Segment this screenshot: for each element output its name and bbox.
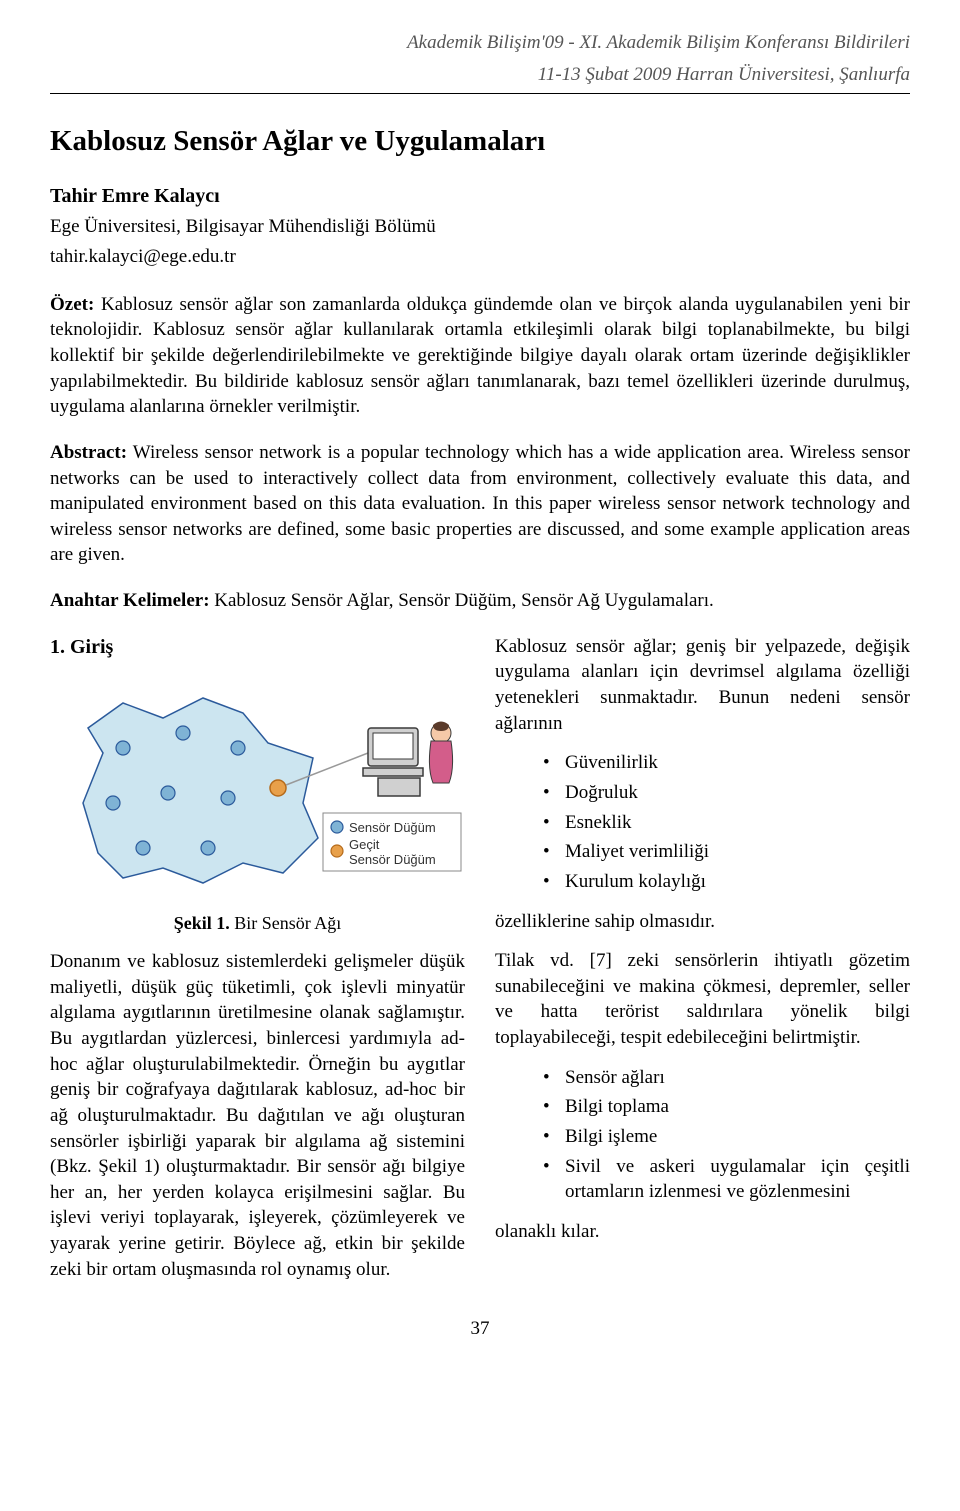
legend-gateway-label2: Sensör Düğüm [349, 852, 436, 867]
right-intro: Kablosuz sensör ağlar; geniş bir yelpaze… [495, 634, 910, 737]
list-item: Maliyet verimliliği [543, 839, 910, 865]
abstract-text: Wireless sensor network is a popular tec… [50, 442, 910, 566]
gateway-node [270, 780, 286, 796]
section-1-heading: 1. Giriş [50, 634, 465, 661]
abstract-block: Abstract: Wireless sensor network is a p… [50, 440, 910, 568]
keywords-text: Kablosuz Sensör Ağlar, Sensör Düğüm, Sen… [210, 590, 714, 611]
list-item: Kurulum kolaylığı [543, 869, 910, 895]
affiliation: Ege Üniversitesi, Bilgisayar Mühendisliğ… [50, 214, 910, 240]
ozet-block: Özet: Kablosuz sensör ağlar son zamanlar… [50, 292, 910, 420]
header-meta-line2: 11-13 Şubat 2009 Harran Üniversitesi, Şa… [50, 62, 910, 88]
figure-1: Sensör Düğüm Geçit Sensör Düğüm Şekil 1.… [50, 673, 465, 935]
right-para-2: özelliklerine sahip olmasıdır. [495, 909, 910, 935]
left-paragraph: Donanım ve kablosuz sistemlerdeki gelişm… [50, 949, 465, 1282]
two-column-layout: 1. Giriş [50, 634, 910, 1297]
abstract-label: Abstract: [50, 442, 127, 463]
list-item: Sensör ağları [543, 1065, 910, 1091]
list-item: Bilgi toplama [543, 1094, 910, 1120]
workstation-icon [363, 728, 423, 796]
author-name: Tahir Emre Kalaycı [50, 183, 910, 210]
right-para-3: Tilak vd. [7] zeki sensörlerin ihtiyatlı… [495, 948, 910, 1051]
person-icon [429, 721, 452, 783]
keywords-block: Anahtar Kelimeler: Kablosuz Sensör Ağlar… [50, 588, 910, 614]
header-rule [50, 93, 910, 94]
paper-title: Kablosuz Sensör Ağlar ve Uygulamaları [50, 122, 910, 161]
right-para-4: olanaklı kılar. [495, 1219, 910, 1245]
list-item: Bilgi işleme [543, 1124, 910, 1150]
list-item: Esneklik [543, 810, 910, 836]
figure-1-svg: Sensör Düğüm Geçit Sensör Düğüm [53, 673, 463, 903]
bullet-list-2: Sensör ağları Bilgi toplama Bilgi işleme… [543, 1065, 910, 1205]
author-email: tahir.kalayci@ege.edu.tr [50, 244, 910, 270]
right-column: Kablosuz sensör ağlar; geniş bir yelpaze… [495, 634, 910, 1297]
bullet-list-1: Güvenilirlik Doğruluk Esneklik Maliyet v… [543, 750, 910, 894]
list-item: Sivil ve askeri uygulamalar için çeşitli… [543, 1154, 910, 1205]
figure-1-caption-bold: Şekil 1. [174, 913, 230, 933]
page-number: 37 [50, 1316, 910, 1342]
legend-sensor-label: Sensör Düğüm [349, 820, 436, 835]
ozet-label: Özet: [50, 294, 94, 315]
figure-1-caption: Şekil 1. Bir Sensör Ağı [50, 911, 465, 935]
figure-legend: Sensör Düğüm Geçit Sensör Düğüm [323, 813, 461, 871]
left-column: 1. Giriş [50, 634, 465, 1297]
legend-gateway-label1: Geçit [349, 837, 380, 852]
keywords-label: Anahtar Kelimeler: [50, 590, 210, 611]
ozet-text: Kablosuz sensör ağlar son zamanlarda old… [50, 294, 910, 418]
list-item: Doğruluk [543, 780, 910, 806]
figure-1-caption-rest: Bir Sensör Ağı [230, 913, 342, 933]
list-item: Güvenilirlik [543, 750, 910, 776]
header-meta-line1: Akademik Bilişim'09 - XI. Akademik Biliş… [50, 30, 910, 56]
